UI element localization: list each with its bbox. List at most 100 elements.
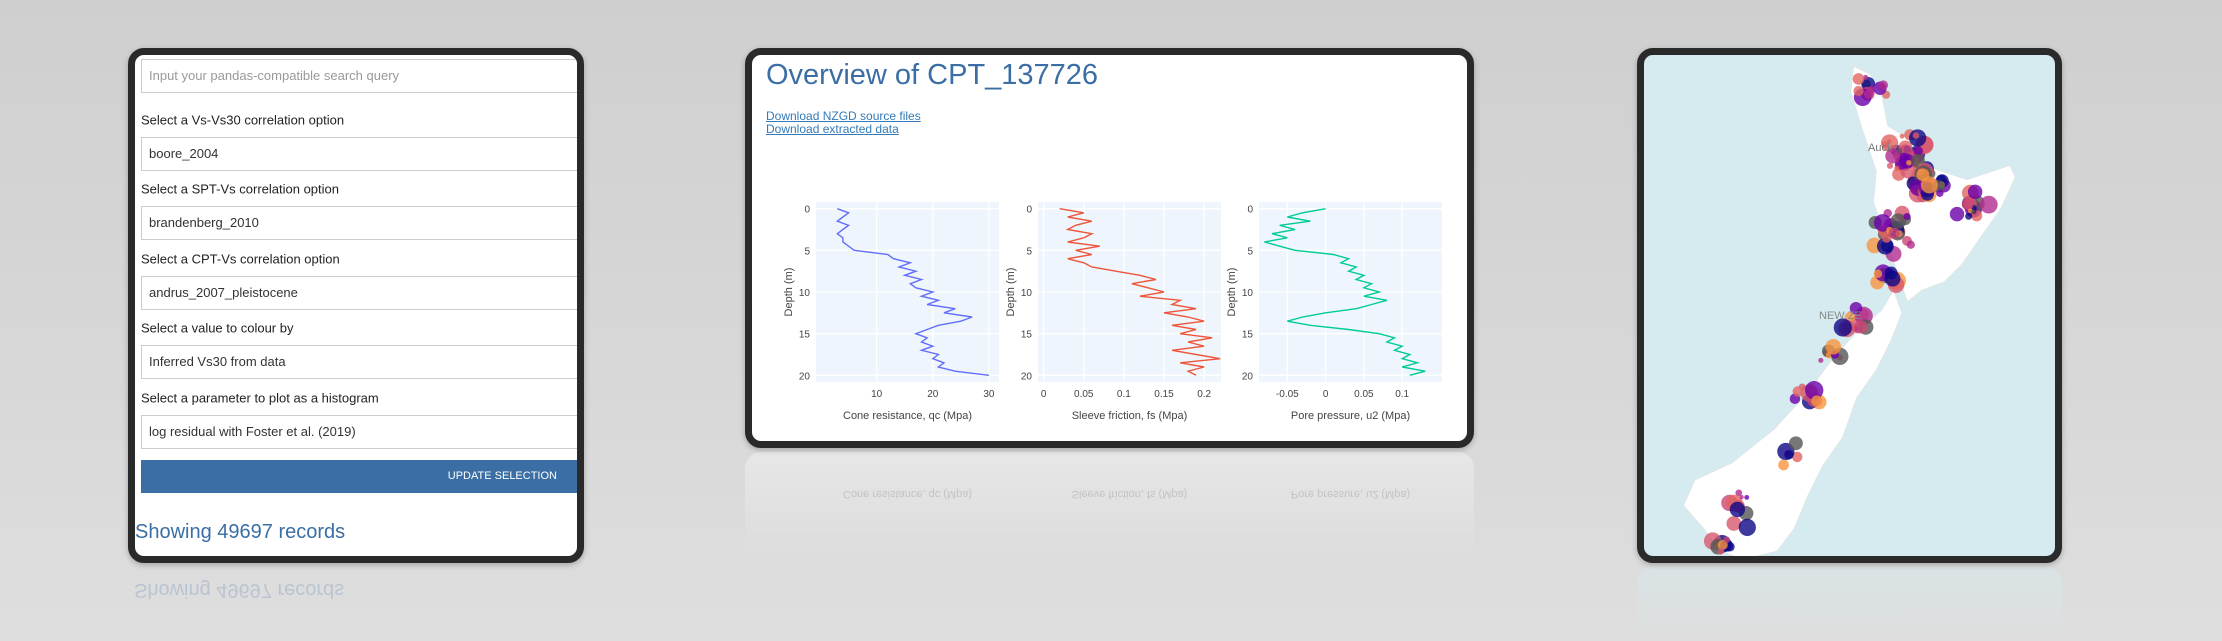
map-dot[interactable] <box>1792 386 1803 397</box>
map-dot[interactable] <box>1744 494 1750 500</box>
y-tick-label: 15 <box>1021 330 1033 341</box>
map-dot[interactable] <box>1833 318 1852 337</box>
x-tick-label: 0.05 <box>1354 389 1374 400</box>
map-dot[interactable] <box>1885 148 1901 164</box>
x-tick-label: 30 <box>983 389 995 400</box>
x-tick-label: 10 <box>871 389 883 400</box>
map-dot[interactable] <box>1717 547 1725 555</box>
download-link[interactable]: Download NZGD source files <box>766 109 921 123</box>
map-dot[interactable] <box>1864 89 1874 99</box>
field-select[interactable]: log residual with Foster et al. (2019) <box>141 414 577 449</box>
map-dot[interactable] <box>1738 518 1756 537</box>
map-dot[interactable] <box>1894 165 1900 171</box>
x-tick-label: 0.1 <box>1395 389 1409 400</box>
map-dot[interactable] <box>1913 146 1923 156</box>
map-dot[interactable] <box>1906 159 1912 166</box>
map-dot[interactable] <box>1873 269 1883 279</box>
y-tick-label: 5 <box>804 246 810 257</box>
map-dot[interactable] <box>1804 381 1824 400</box>
field-select[interactable]: brandenberg_2010 <box>141 206 577 241</box>
map-dot[interactable] <box>1729 501 1746 518</box>
map-dot[interactable] <box>1903 212 1911 221</box>
y-tick-label: 10 <box>799 288 811 299</box>
map-dot[interactable] <box>1965 212 1973 220</box>
y-tick-label: 5 <box>1026 246 1032 257</box>
map-dot[interactable] <box>1967 184 1983 200</box>
map-dot[interactable] <box>1899 133 1905 139</box>
map-dot[interactable] <box>1791 451 1803 463</box>
y-tick-label: 0 <box>1026 205 1032 216</box>
y-tick-label: 20 <box>799 371 811 382</box>
download-link[interactable]: Download extracted data <box>766 122 899 136</box>
map-dot[interactable] <box>1853 85 1864 97</box>
map-dot[interactable] <box>1723 536 1731 544</box>
overview-title: Overview of CPT_137726 <box>766 59 1099 91</box>
record-count: Showing 49697 records <box>135 521 346 543</box>
reflection: Cone resistance, qc (Mpa) Sleeve friction… <box>843 488 1410 500</box>
cpt-charts: 0 5 10 15 20 10 20 30 Cone resistance, qc (Mpa) D… <box>783 202 1442 422</box>
map-label: NEW ZE <box>1819 310 1862 322</box>
map-dot[interactable] <box>1852 73 1865 85</box>
search-input[interactable]: Input your pandas-compatible search quer… <box>141 59 577 93</box>
map-dot[interactable] <box>1906 240 1915 249</box>
map-dot[interactable] <box>1890 213 1907 230</box>
map-dot[interactable] <box>1979 195 1998 214</box>
map-dot[interactable] <box>1886 162 1894 169</box>
map-dot[interactable] <box>1854 320 1868 334</box>
field-select[interactable]: Inferred Vs30 from data <box>141 345 577 380</box>
map-dot[interactable] <box>1884 266 1898 280</box>
y-tick-label: 10 <box>1242 288 1254 299</box>
map-dot[interactable] <box>1949 206 1965 222</box>
map-dot[interactable] <box>1873 214 1892 232</box>
update-button[interactable]: UPDATE SELECTION <box>141 460 577 493</box>
x-tick-label: -0.05 <box>1276 389 1299 400</box>
map-dot[interactable] <box>1920 176 1938 194</box>
field-label: Select a CPT-Vs correlation option <box>141 251 340 267</box>
field-label: Select a parameter to plot as a histogra… <box>141 390 379 406</box>
map-panel: Auck NEW ZE <box>1637 48 2062 563</box>
map-dot[interactable] <box>1878 80 1889 90</box>
y-tick-label: 5 <box>1247 246 1253 257</box>
reflection-text: Pore pressure, u2 (Mpa) <box>1291 488 1410 500</box>
x-tick-label: 0.2 <box>1197 389 1211 400</box>
map-dot[interactable] <box>1825 338 1842 355</box>
field-select[interactable]: boore_2004 <box>141 137 577 171</box>
filter-panel: Input your pandas-compatible search quer… <box>128 48 584 563</box>
data-line <box>835 208 989 376</box>
x-tick-label: 20 <box>927 389 939 400</box>
reflection-text: Showing 49697 records <box>134 579 345 601</box>
map-dot[interactable] <box>1788 436 1803 451</box>
map-dot[interactable] <box>1936 189 1944 197</box>
overview-panel: Overview of CPT_137726 Download NZGD sou… <box>745 48 1474 448</box>
map-dot[interactable] <box>1912 132 1920 139</box>
map-dot[interactable] <box>1876 237 1894 255</box>
map-dot[interactable] <box>1881 141 1889 149</box>
map-dot[interactable] <box>1888 227 1900 239</box>
map-dot[interactable] <box>1739 494 1744 500</box>
reflection <box>745 452 1474 562</box>
map-dot[interactable] <box>1784 450 1794 460</box>
map-dot[interactable] <box>1961 198 1974 211</box>
field-label: Select a value to colour by <box>141 320 294 336</box>
map-dot[interactable] <box>1735 489 1743 497</box>
x-tick-label: 0 <box>1323 389 1329 400</box>
map-dot[interactable] <box>1849 301 1863 315</box>
map-dot[interactable] <box>1778 459 1789 471</box>
y-tick-label: 0 <box>1247 205 1253 216</box>
map-dot[interactable] <box>1863 74 1869 80</box>
map-dot[interactable] <box>1896 148 1903 154</box>
data-line <box>1264 208 1426 376</box>
map-dot[interactable] <box>1818 357 1824 363</box>
map-dot[interactable] <box>1811 395 1823 407</box>
field-select[interactable]: andrus_2007_pleistocene <box>141 275 577 310</box>
map-label: Auck <box>1868 142 1893 154</box>
y-tick-label: 15 <box>799 330 811 341</box>
x-axis-label: Sleeve friction, fs (Mpa) <box>1072 410 1188 422</box>
map-dot[interactable] <box>1971 209 1976 214</box>
map-dot[interactable] <box>1726 516 1742 531</box>
y-tick-label: 0 <box>804 205 810 216</box>
reflection-text: Sleeve friction, fs (Mpa) <box>1072 488 1188 500</box>
y-tick-label: 20 <box>1242 371 1254 382</box>
map: Auck NEW ZE <box>1683 65 2016 556</box>
